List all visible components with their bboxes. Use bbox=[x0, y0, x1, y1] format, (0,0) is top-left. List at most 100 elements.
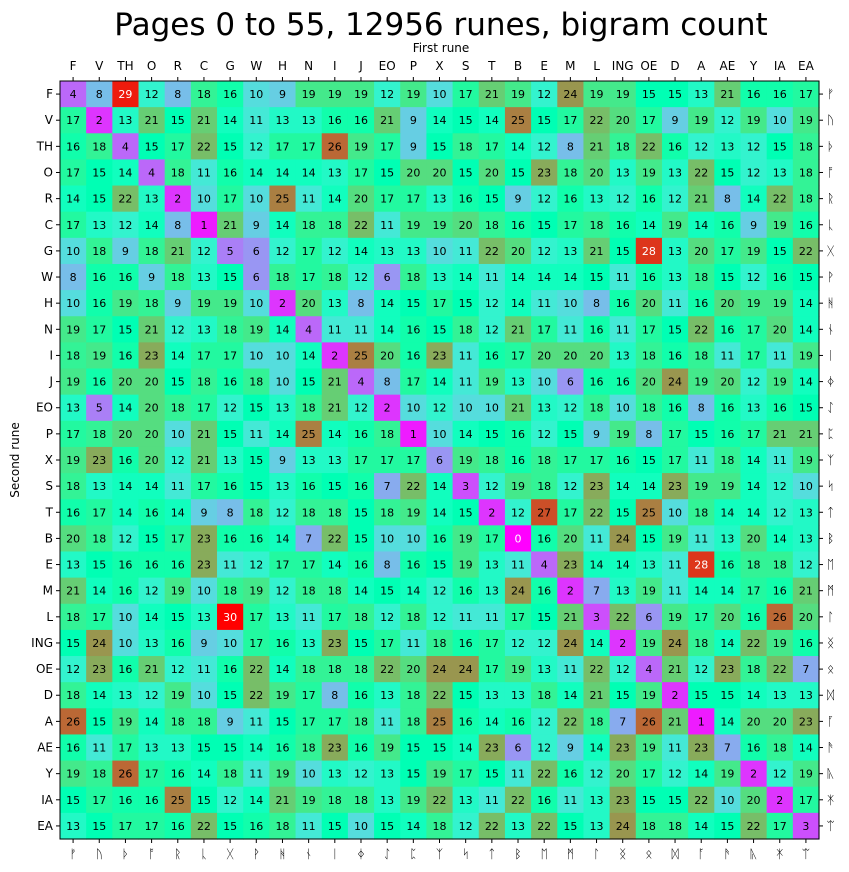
heatmap-cell bbox=[531, 81, 558, 108]
heatmap-cell bbox=[478, 420, 506, 448]
cell-value-label: 14 bbox=[171, 349, 185, 362]
x-rune-label: ᚩ bbox=[148, 847, 155, 861]
cell-value-label: 12 bbox=[171, 323, 185, 336]
cell-value-label: 19 bbox=[694, 376, 708, 389]
cell-value-label: 15 bbox=[720, 166, 734, 179]
cell-value-label: 13 bbox=[275, 402, 289, 415]
cell-value-label: 1 bbox=[200, 219, 207, 232]
cell-value-label: 22 bbox=[590, 663, 604, 676]
heatmap-cell bbox=[661, 629, 689, 657]
cell-value-label: 10 bbox=[773, 114, 787, 127]
heatmap-cell bbox=[740, 342, 768, 370]
heatmap-cell bbox=[374, 551, 401, 579]
cell-value-label: 16 bbox=[773, 402, 787, 415]
heatmap-cell bbox=[243, 342, 270, 370]
heatmap-cell bbox=[164, 211, 192, 239]
cell-value-label: 17 bbox=[563, 219, 577, 232]
cell-value-label: 14 bbox=[249, 742, 263, 755]
cell-value-label: 12 bbox=[66, 663, 80, 676]
heatmap-cell bbox=[164, 760, 192, 788]
x-rune-label: ᛠ bbox=[802, 847, 809, 861]
cell-value-label: 15 bbox=[223, 742, 237, 755]
heatmap-cell bbox=[766, 263, 794, 291]
cell-value-label: 17 bbox=[537, 323, 551, 336]
x-tick-label: EO bbox=[379, 59, 396, 73]
cell-value-label: 15 bbox=[642, 794, 656, 807]
cell-value-label: 19 bbox=[642, 585, 656, 598]
cell-value-label: 20 bbox=[433, 166, 447, 179]
cell-value-label: 13 bbox=[537, 402, 551, 415]
cell-value-label: 13 bbox=[328, 768, 342, 781]
heatmap-cell bbox=[269, 211, 297, 239]
cell-value-label: 18 bbox=[328, 663, 342, 676]
heatmap-cell bbox=[452, 211, 480, 239]
heatmap-cell bbox=[688, 159, 715, 187]
cell-value-label: 10 bbox=[433, 428, 447, 441]
cell-value-label: 14 bbox=[485, 114, 499, 127]
heatmap-cell bbox=[557, 420, 585, 448]
heatmap-cell bbox=[86, 734, 113, 762]
cell-value-label: 15 bbox=[145, 532, 159, 545]
cell-value-label: 4 bbox=[541, 559, 548, 572]
cell-value-label: 17 bbox=[223, 193, 237, 206]
cell-value-label: 22 bbox=[485, 245, 499, 258]
cell-value-label: 13 bbox=[380, 689, 394, 702]
cell-value-label: 10 bbox=[380, 532, 394, 545]
cell-value-label: 15 bbox=[485, 428, 499, 441]
y-tick-label: O bbox=[44, 165, 53, 179]
cell-value-label: 20 bbox=[354, 193, 368, 206]
cell-value-label: 18 bbox=[380, 428, 394, 441]
heatmap-cell bbox=[217, 394, 244, 422]
heatmap-cell bbox=[766, 812, 794, 840]
cell-value-label: 16 bbox=[223, 376, 237, 389]
heatmap-cell bbox=[164, 525, 192, 553]
heatmap-cell bbox=[86, 629, 113, 657]
heatmap-cell bbox=[86, 812, 113, 840]
cell-value-label: 19 bbox=[328, 88, 342, 101]
cell-value-label: 17 bbox=[197, 402, 211, 415]
cell-value-label: 24 bbox=[433, 663, 447, 676]
heatmap-cell bbox=[688, 107, 715, 134]
y-tick-label: F bbox=[46, 87, 53, 101]
heatmap-cell bbox=[190, 525, 218, 553]
cell-value-label: 26 bbox=[66, 715, 80, 728]
y-rune-label: ᛉ bbox=[827, 453, 834, 467]
cell-value-label: 14 bbox=[118, 480, 132, 493]
heatmap-cell bbox=[164, 394, 192, 422]
heatmap-cell bbox=[374, 316, 401, 343]
y-tick-label: AE bbox=[37, 741, 53, 755]
heatmap-cell bbox=[661, 786, 689, 814]
cell-value-label: 22 bbox=[563, 715, 577, 728]
heatmap-cell bbox=[243, 551, 270, 579]
y-rune-label: ᚹ bbox=[827, 270, 834, 284]
heatmap-cell bbox=[86, 263, 113, 291]
cell-value-label: 11 bbox=[223, 559, 237, 572]
heatmap-cell bbox=[740, 734, 768, 762]
cell-value-label: 16 bbox=[668, 140, 682, 153]
heatmap-cell bbox=[714, 708, 742, 736]
heatmap-cell bbox=[295, 446, 323, 474]
heatmap-cell bbox=[217, 473, 244, 500]
heatmap-cell bbox=[426, 682, 454, 709]
cell-value-label: 14 bbox=[642, 219, 656, 232]
y-rune-label: ᚠ bbox=[827, 87, 834, 101]
cell-value-label: 6 bbox=[515, 742, 522, 755]
heatmap-cell bbox=[583, 760, 611, 788]
cell-value-label: 19 bbox=[799, 454, 813, 467]
heatmap-cell bbox=[86, 446, 113, 474]
heatmap-cell bbox=[217, 316, 244, 343]
cell-value-label: 12 bbox=[459, 820, 473, 833]
heatmap-cell bbox=[557, 368, 585, 396]
heatmap-cell bbox=[243, 786, 270, 814]
heatmap-cell bbox=[452, 159, 480, 187]
x-tick-label: W bbox=[250, 59, 262, 73]
heatmap-cell bbox=[557, 525, 585, 553]
heatmap-cell bbox=[269, 290, 297, 317]
heatmap-cell bbox=[295, 629, 323, 657]
heatmap-cell bbox=[400, 368, 428, 396]
heatmap-cell bbox=[426, 81, 454, 108]
cell-value-label: 18 bbox=[590, 402, 604, 415]
heatmap-cell bbox=[714, 786, 742, 814]
cell-value-label: 15 bbox=[537, 114, 551, 127]
cell-value-label: 11 bbox=[511, 768, 525, 781]
